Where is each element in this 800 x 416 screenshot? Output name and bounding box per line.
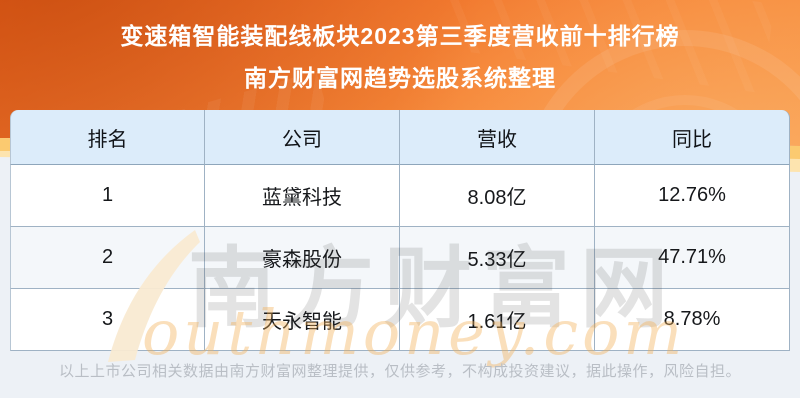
cell-company: 天永智能 [205,289,400,351]
table-row: 1 蓝黛科技 8.08亿 12.76% [10,165,790,227]
cell-company: 蓝黛科技 [205,165,400,227]
bottom-white-strip [0,398,800,416]
disclaimer-text: 以上上市公司相关数据由南方财富网整理提供，仅供参考，不构成投资建议，据此操作，风… [58,363,741,380]
cell-rank: 3 [10,289,205,351]
cell-yoy: 8.78% [595,289,790,351]
cell-company: 豪森股份 [205,227,400,289]
table-row: 2 豪森股份 5.33亿 47.71% [10,227,790,289]
cell-yoy: 12.76% [595,165,790,227]
column-header-rank: 排名 [10,110,205,165]
column-header-company: 公司 [205,110,400,165]
column-header-revenue: 营收 [400,110,595,165]
cell-rank: 2 [10,227,205,289]
column-header-yoy: 同比 [595,110,790,165]
page-subtitle: 南方财富网趋势选股系统整理 [244,65,556,91]
page-title: 变速箱智能装配线板块2023第三季度营收前十排行榜 [120,23,680,49]
cell-revenue: 1.61亿 [400,289,595,351]
cell-revenue: 8.08亿 [400,165,595,227]
table-header-row: 排名 公司 营收 同比 [10,110,790,165]
cell-revenue: 5.33亿 [400,227,595,289]
cell-rank: 1 [10,165,205,227]
table-row: 3 天永智能 1.61亿 8.78% [10,289,790,351]
ranking-table: 排名 公司 营收 同比 1 蓝黛科技 8.08亿 12.76% 2 豪森股份 5… [10,110,790,351]
cell-yoy: 47.71% [595,227,790,289]
